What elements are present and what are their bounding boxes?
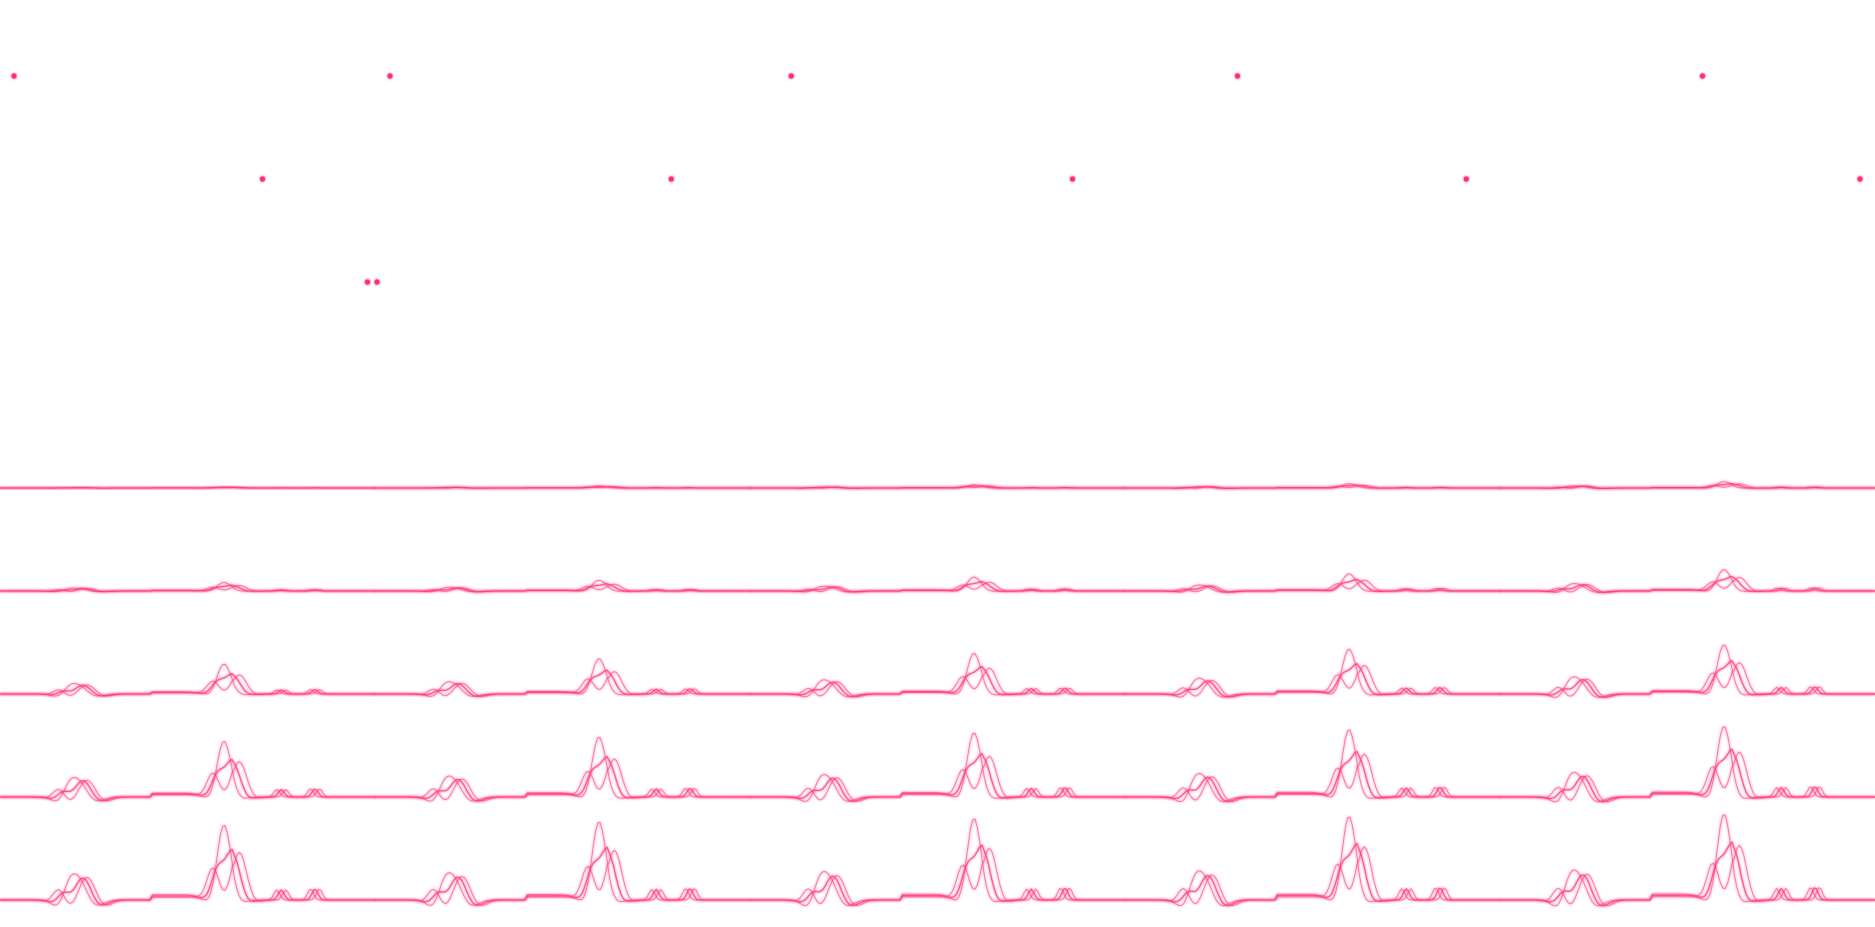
waveform-strand — [1499, 844, 1875, 907]
frame — [1124, 729, 1501, 803]
frame — [1499, 726, 1875, 803]
trace-dot — [1857, 176, 1863, 182]
frame — [0, 486, 376, 489]
frame — [1499, 644, 1875, 698]
frame — [1124, 73, 1241, 79]
frame — [749, 73, 794, 79]
trace-dot — [1463, 176, 1469, 182]
waveform-strand — [749, 755, 1126, 802]
waveform-strand — [374, 583, 751, 593]
frame — [374, 73, 393, 79]
frame — [374, 736, 751, 802]
frame-grid — [0, 73, 1875, 907]
frame — [749, 484, 1126, 489]
frame — [1124, 573, 1501, 593]
waveform-strand — [1124, 579, 1501, 593]
waveform-strand — [1124, 753, 1501, 803]
waveform-strand — [1499, 576, 1875, 593]
frame — [1124, 816, 1501, 907]
frame — [374, 579, 751, 593]
frame — [374, 658, 751, 698]
waveform-strand — [0, 585, 376, 593]
frame — [749, 653, 1126, 698]
waveform-strand — [374, 671, 751, 697]
waveform-strand — [749, 485, 1126, 489]
trace-dot — [1234, 73, 1241, 79]
frame — [749, 732, 1126, 803]
frame — [374, 485, 751, 489]
frame — [1499, 814, 1875, 907]
trace-dot — [11, 73, 17, 79]
frame — [1124, 176, 1469, 182]
waveform-strand — [1499, 483, 1875, 489]
frame — [0, 825, 376, 906]
waveform-strand — [374, 486, 751, 489]
waveform-strand — [1499, 662, 1875, 698]
frame — [1499, 481, 1875, 490]
trace-dot — [364, 279, 371, 285]
trace-dot — [374, 279, 380, 285]
waveform-strand — [1499, 751, 1875, 803]
frame — [0, 176, 266, 182]
trace-dot — [788, 73, 794, 79]
trace-dot — [387, 73, 393, 79]
waveform-strand — [0, 851, 376, 906]
waveform-strand — [749, 667, 1126, 698]
frame — [1124, 483, 1501, 489]
waveform-strand — [1124, 846, 1501, 907]
waveform-strand — [749, 847, 1126, 906]
frame — [749, 818, 1126, 907]
trace-dot — [668, 176, 674, 182]
frame — [374, 176, 674, 182]
frame — [11, 73, 17, 79]
waveform-strand — [374, 849, 751, 906]
waveform-strand — [749, 581, 1126, 593]
waveform-strand — [1124, 484, 1501, 489]
waveform-strand — [1124, 664, 1501, 698]
waveform-strand — [0, 674, 376, 697]
trace-dot — [1069, 176, 1076, 182]
frame — [0, 663, 376, 697]
waveform-strand — [0, 486, 376, 489]
frame — [749, 576, 1126, 593]
waveform-strand — [0, 761, 376, 802]
frame — [374, 821, 751, 906]
frame — [1499, 73, 1706, 79]
trace-dot — [1699, 73, 1706, 79]
frame — [1124, 648, 1501, 698]
frame — [0, 279, 371, 285]
frame — [0, 582, 376, 593]
trace-dot — [259, 176, 266, 182]
frame — [0, 741, 376, 802]
frame — [749, 176, 1076, 182]
waveform-strand — [374, 758, 751, 802]
frame — [1499, 176, 1863, 182]
frame — [1499, 569, 1875, 594]
frame — [374, 279, 751, 285]
